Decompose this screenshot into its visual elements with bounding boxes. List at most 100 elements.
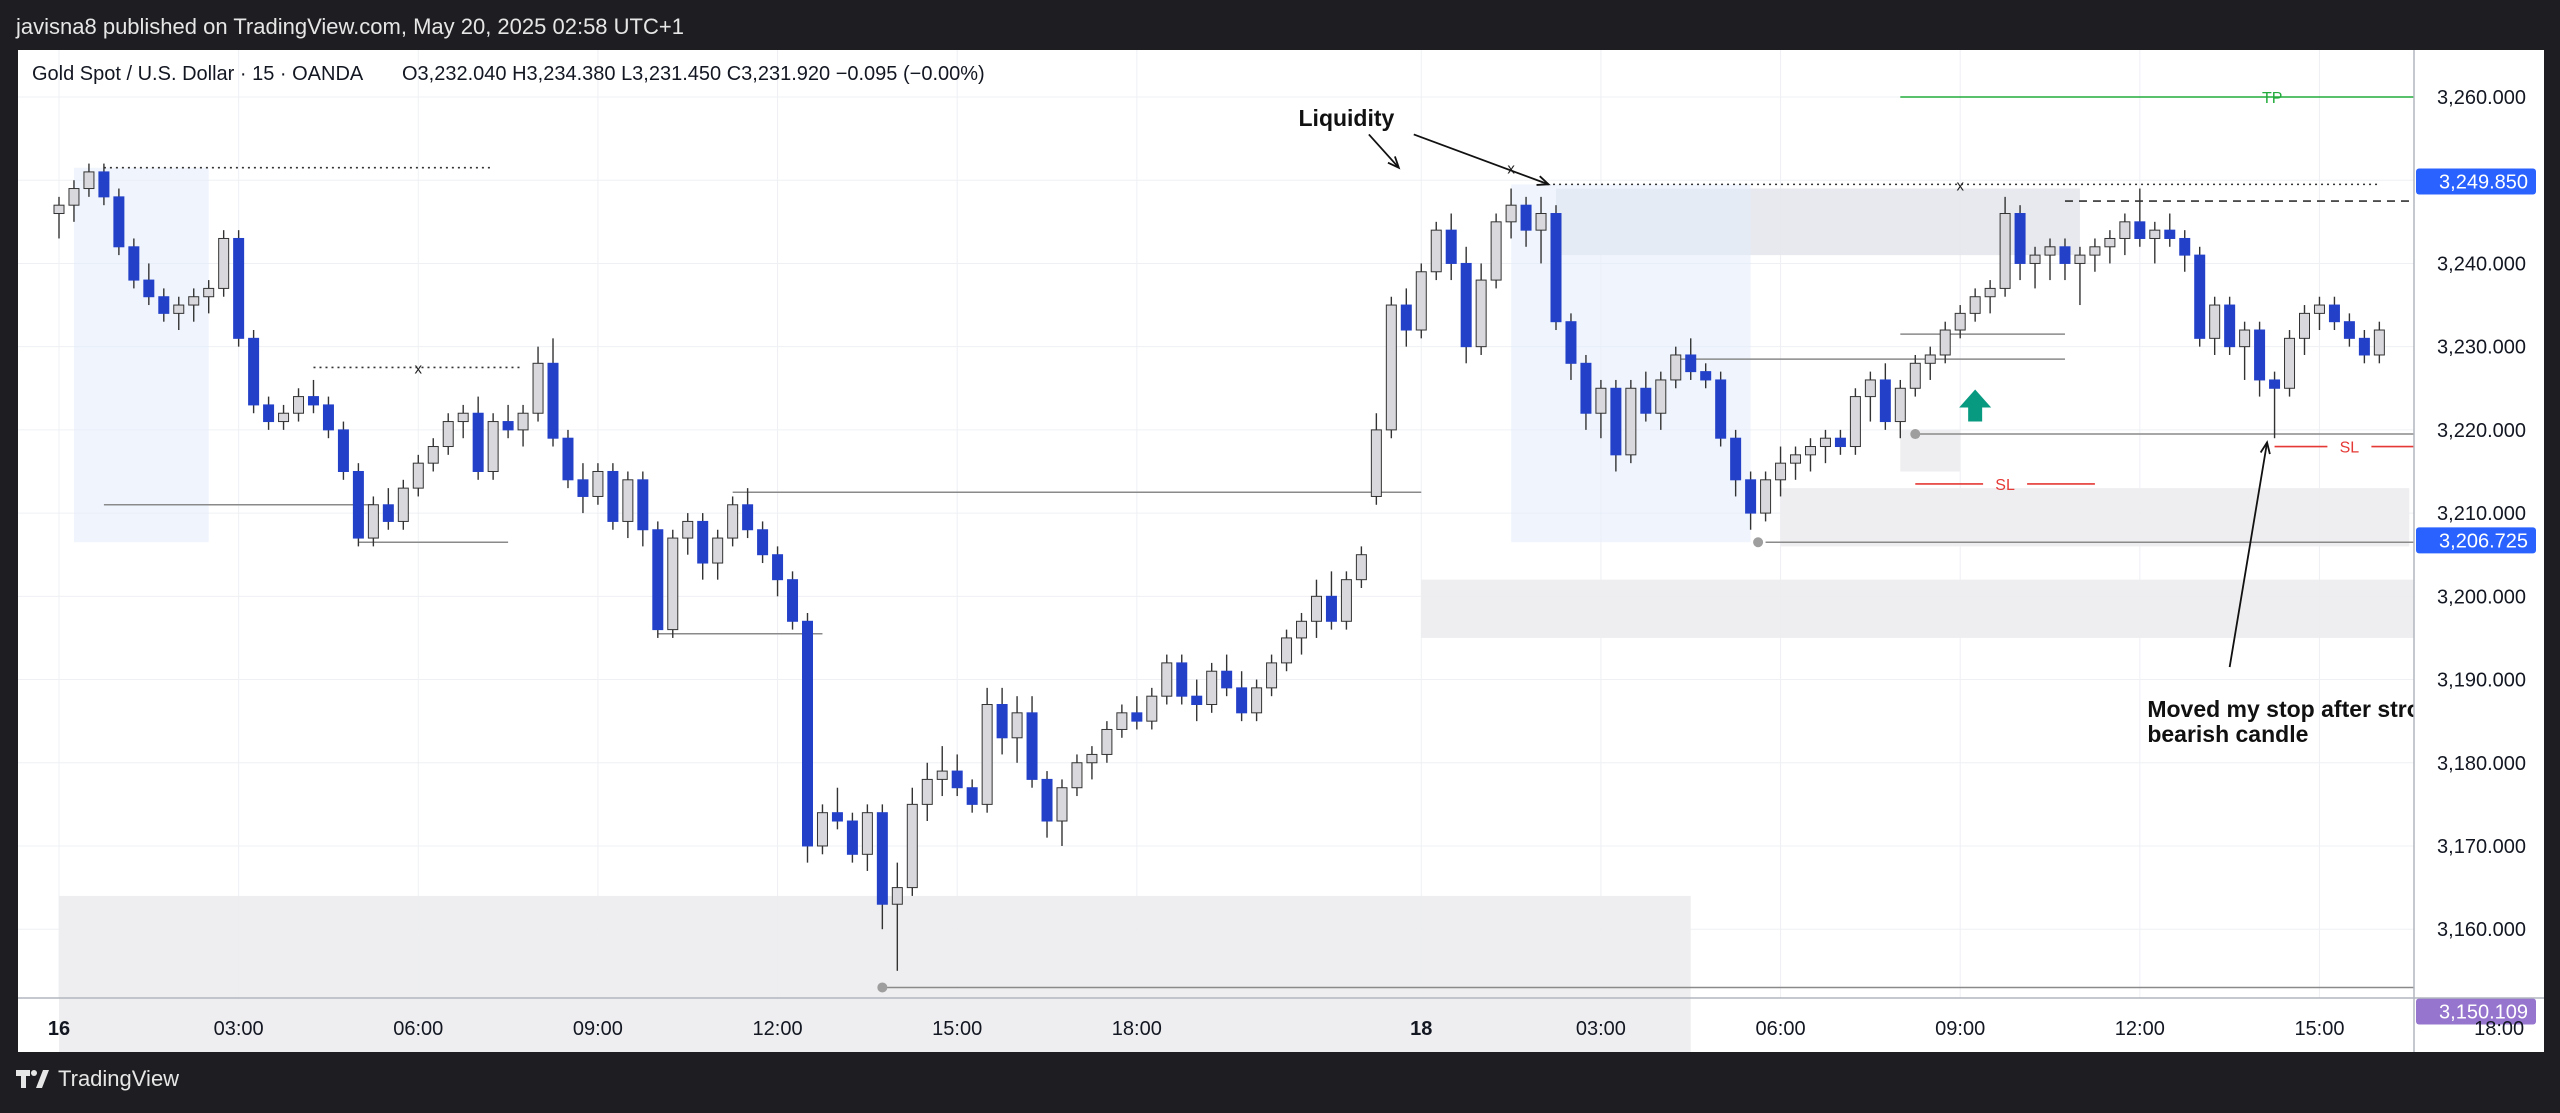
price-badge [2416, 168, 2536, 195]
bull-candle [2104, 237, 2116, 248]
bear-candle [98, 171, 110, 198]
bear-candle [1610, 387, 1622, 456]
bear-candle [1221, 670, 1233, 689]
bear-candle [1191, 695, 1203, 706]
bull-candle [921, 778, 933, 805]
bear-candle [951, 770, 963, 789]
bull-candle [1146, 695, 1158, 722]
bull-candle [2299, 312, 2310, 339]
tradingview-logo[interactable]: TradingView [16, 1066, 179, 1092]
bear-candle [472, 412, 484, 472]
bull-candle [1954, 312, 1966, 331]
bull-candle [1804, 446, 1816, 456]
bear-candle [1700, 371, 1712, 381]
bear-candle [2179, 237, 2191, 256]
bull-candle [203, 287, 215, 298]
price-tick-label: 3,230.000 [2437, 337, 2526, 359]
bull-candle [1101, 728, 1113, 755]
bear-candle [1131, 712, 1143, 722]
bull-candle [861, 812, 873, 855]
bear-candle [128, 246, 140, 281]
time-tick-label: 06:00 [1756, 1018, 1806, 1040]
annotation-text: bearish candle [2147, 721, 2308, 747]
level-marker: x [1507, 161, 1515, 178]
bull-candle [2209, 304, 2221, 339]
bear-candle [876, 812, 888, 905]
bull-candle [1266, 662, 1278, 689]
bull-candle [2149, 229, 2161, 239]
price-tick-label: 3,240.000 [2437, 253, 2526, 275]
annotation-text: Moved my stop after strong [2147, 696, 2449, 722]
bull-candle [727, 504, 739, 539]
footer-bar: TradingView [0, 1052, 2560, 1113]
swing-point [877, 982, 888, 993]
bull-candle [218, 237, 230, 289]
bear-candle [562, 437, 574, 481]
bull-candle [981, 704, 993, 805]
bear-candle [742, 504, 754, 531]
bull-candle [532, 362, 544, 414]
bull-candle [397, 487, 409, 522]
bull-candle [1355, 554, 1367, 581]
bull-candle [487, 421, 499, 472]
imbalance-zone [1780, 488, 2410, 547]
bull-candle [1670, 354, 1682, 381]
bull-candle [1790, 454, 1802, 464]
bull-candle [2089, 246, 2101, 256]
bear-candle [846, 820, 858, 855]
time-tick-label: 16 [48, 1018, 70, 1040]
bull-candle [1086, 753, 1098, 764]
bull-candle [68, 188, 80, 206]
bear-candle [248, 337, 260, 406]
bull-candle [1849, 396, 1861, 448]
bull-candle [2284, 337, 2296, 389]
bull-candle [1011, 712, 1023, 739]
bear-candle [1176, 662, 1188, 697]
bull-candle [1775, 462, 1787, 481]
bull-candle [1056, 787, 1068, 822]
bear-candle [1550, 213, 1562, 323]
footer-brand: TradingView [58, 1066, 180, 1091]
bull-candle [278, 412, 290, 423]
price-chart[interactable]: x x x TP SL SL Liquidity Moved my stop after st… [18, 50, 2544, 1052]
bear-candle [772, 554, 784, 581]
imbalance-zone [1900, 429, 1961, 472]
bull-candle [891, 887, 903, 905]
bear-candle [2358, 337, 2370, 356]
bear-candle [263, 404, 275, 423]
bear-candle [1685, 354, 1697, 373]
bear-candle [233, 237, 245, 339]
chart-panel[interactable]: x x x TP SL SL Liquidity Moved my stop after st… [18, 50, 2544, 1052]
imbalance-zone [59, 895, 1691, 1052]
annotation-text: Liquidity [1299, 105, 1395, 131]
bull-candle [1535, 213, 1547, 231]
bull-candle [427, 446, 439, 464]
bear-candle [2164, 229, 2176, 239]
bull-candle [1071, 762, 1083, 789]
bull-candle [906, 803, 918, 889]
bear-candle [1730, 437, 1742, 481]
chart-background [18, 50, 2544, 1052]
bull-candle [1894, 387, 1906, 423]
bear-candle [966, 787, 978, 805]
bear-candle [1565, 321, 1577, 364]
bull-candle [2119, 221, 2131, 239]
bear-candle [2014, 213, 2026, 264]
price-tick-label: 3,210.000 [2437, 503, 2526, 525]
bull-candle [682, 520, 694, 539]
bear-candle [2328, 304, 2340, 323]
bull-candle [1909, 362, 1921, 389]
price-tick-label: 3,190.000 [2437, 670, 2526, 692]
bull-candle [412, 462, 424, 489]
bull-candle [83, 171, 95, 190]
bear-candle [996, 704, 1008, 739]
bull-candle [1340, 579, 1352, 622]
bear-candle [322, 404, 334, 431]
bull-candle [1206, 670, 1218, 706]
bull-candle [1655, 379, 1667, 414]
swing-point [1910, 429, 1921, 440]
bull-candle [2239, 329, 2251, 348]
bull-candle [1984, 287, 1996, 298]
annotation-arrow [2228, 442, 2268, 668]
bull-candle [936, 770, 948, 780]
